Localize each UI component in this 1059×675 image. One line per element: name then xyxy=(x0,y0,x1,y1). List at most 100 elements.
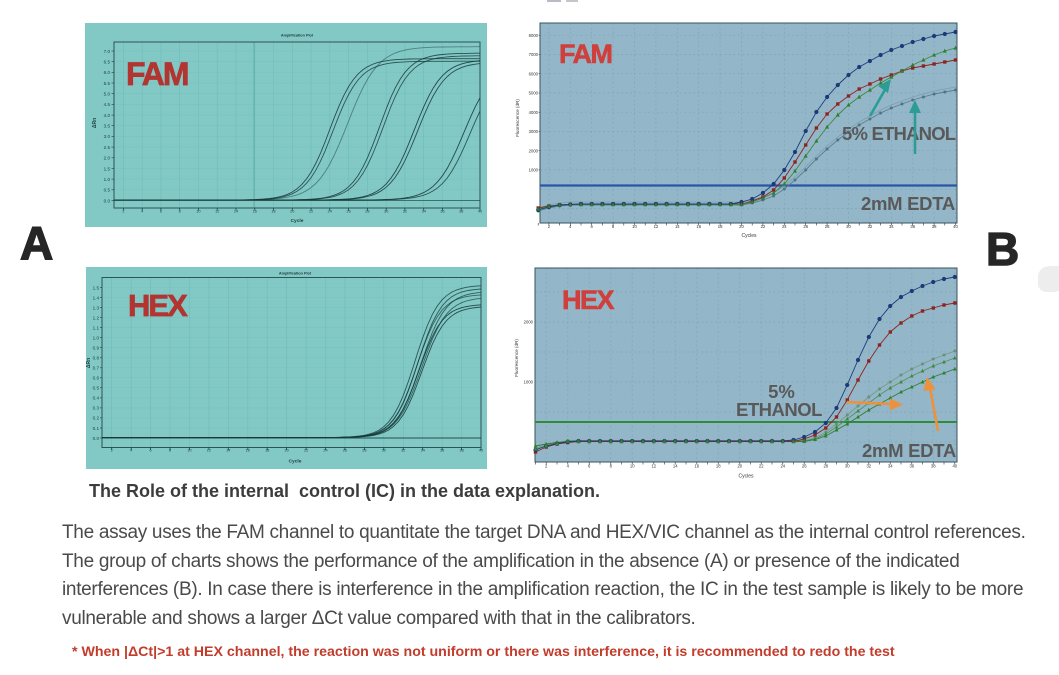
svg-text:26: 26 xyxy=(343,449,347,453)
svg-text:14: 14 xyxy=(226,449,230,453)
svg-text:2: 2 xyxy=(122,210,124,214)
svg-text:Cycles: Cycles xyxy=(738,474,754,480)
svg-text:6: 6 xyxy=(588,464,591,469)
svg-text:28: 28 xyxy=(365,210,369,214)
svg-text:Cycles: Cycles xyxy=(741,233,757,239)
svg-text:0.7: 0.7 xyxy=(93,366,100,371)
svg-text:12: 12 xyxy=(651,464,656,469)
svg-text:0.9: 0.9 xyxy=(93,346,100,351)
svg-text:2: 2 xyxy=(545,464,548,469)
svg-text:0.0: 0.0 xyxy=(104,198,111,203)
svg-text:30: 30 xyxy=(846,224,851,229)
svg-text:40: 40 xyxy=(479,449,483,453)
svg-text:38: 38 xyxy=(459,210,463,214)
svg-text:12: 12 xyxy=(215,210,219,214)
svg-text:34: 34 xyxy=(889,224,894,229)
svg-text:0.6: 0.6 xyxy=(93,376,100,381)
svg-text:36: 36 xyxy=(910,224,915,229)
svg-text:5.0: 5.0 xyxy=(104,92,111,97)
svg-text:5%: 5% xyxy=(768,381,795,402)
svg-text:36: 36 xyxy=(440,449,444,453)
svg-text:6.0: 6.0 xyxy=(104,70,111,75)
svg-text:16: 16 xyxy=(253,210,257,214)
svg-text:4: 4 xyxy=(569,224,572,229)
svg-text:14: 14 xyxy=(675,224,680,229)
svg-text:1.0: 1.0 xyxy=(93,336,100,341)
svg-text:0.5: 0.5 xyxy=(93,386,100,391)
svg-text:34: 34 xyxy=(422,210,426,214)
svg-text:6: 6 xyxy=(591,224,594,229)
svg-text:18: 18 xyxy=(265,449,269,453)
svg-text:10: 10 xyxy=(632,224,637,229)
svg-text:36: 36 xyxy=(909,464,914,469)
svg-text:5% ETHANOL: 5% ETHANOL xyxy=(842,123,956,144)
svg-text:8: 8 xyxy=(179,210,181,214)
svg-text:40: 40 xyxy=(953,224,958,229)
svg-text:7.0: 7.0 xyxy=(104,49,111,54)
svg-text:0.8: 0.8 xyxy=(93,356,100,361)
svg-text:6: 6 xyxy=(160,210,162,214)
svg-text:22: 22 xyxy=(759,464,764,469)
svg-text:32: 32 xyxy=(868,224,873,229)
svg-text:22: 22 xyxy=(304,449,308,453)
svg-text:20: 20 xyxy=(284,449,288,453)
svg-text:Cycle: Cycle xyxy=(291,218,304,224)
svg-text:16: 16 xyxy=(696,224,701,229)
svg-text:26: 26 xyxy=(346,210,350,214)
svg-text:4: 4 xyxy=(141,210,143,214)
svg-text:14: 14 xyxy=(234,210,238,214)
svg-text:6: 6 xyxy=(150,449,152,453)
svg-text:FAM: FAM xyxy=(126,56,188,92)
svg-text:34: 34 xyxy=(421,449,425,453)
svg-text:Amplification Plot: Amplification Plot xyxy=(281,34,314,38)
svg-text:1000: 1000 xyxy=(524,380,534,385)
svg-text:4: 4 xyxy=(567,464,570,469)
svg-text:HEX: HEX xyxy=(128,288,188,323)
svg-text:30: 30 xyxy=(382,449,386,453)
svg-text:5000: 5000 xyxy=(529,91,539,96)
svg-text:28: 28 xyxy=(823,464,828,469)
svg-text:22: 22 xyxy=(761,224,766,229)
svg-text:8: 8 xyxy=(169,449,171,453)
svg-text:30: 30 xyxy=(384,210,388,214)
svg-text:ΔRn: ΔRn xyxy=(92,118,98,128)
svg-text:34: 34 xyxy=(888,464,893,469)
svg-text:20: 20 xyxy=(290,210,294,214)
svg-text:1.1: 1.1 xyxy=(93,326,100,331)
svg-text:12: 12 xyxy=(654,224,659,229)
svg-text:24: 24 xyxy=(780,464,785,469)
svg-text:40: 40 xyxy=(952,464,957,469)
svg-text:38: 38 xyxy=(459,449,463,453)
svg-text:18: 18 xyxy=(718,224,723,229)
svg-text:20: 20 xyxy=(739,224,744,229)
svg-text:26: 26 xyxy=(803,224,808,229)
svg-text:38: 38 xyxy=(931,464,936,469)
svg-text:32: 32 xyxy=(401,449,405,453)
svg-text:24: 24 xyxy=(328,210,332,214)
svg-text:2mM EDTA: 2mM EDTA xyxy=(862,440,956,461)
svg-text:1000: 1000 xyxy=(529,168,539,173)
svg-text:22: 22 xyxy=(309,210,313,214)
svg-text:12: 12 xyxy=(207,449,211,453)
svg-text:2: 2 xyxy=(548,224,551,229)
svg-text:10: 10 xyxy=(630,464,635,469)
svg-text:3.0: 3.0 xyxy=(104,134,111,139)
svg-text:8: 8 xyxy=(610,464,613,469)
svg-text:0.0: 0.0 xyxy=(93,436,100,441)
svg-text:24: 24 xyxy=(323,449,327,453)
svg-text:3.5: 3.5 xyxy=(104,124,111,129)
svg-text:6000: 6000 xyxy=(529,71,539,76)
svg-text:2000: 2000 xyxy=(524,320,534,325)
svg-text:5.5: 5.5 xyxy=(104,81,111,86)
svg-text:2: 2 xyxy=(111,449,113,453)
svg-text:1.2: 1.2 xyxy=(93,315,100,320)
svg-text:2mM EDTA: 2mM EDTA xyxy=(861,193,955,214)
svg-text:HEX: HEX xyxy=(562,285,615,315)
svg-text:2.5: 2.5 xyxy=(104,145,111,150)
svg-text:40: 40 xyxy=(478,210,482,214)
svg-text:8: 8 xyxy=(612,224,615,229)
svg-text:FAM: FAM xyxy=(559,39,612,69)
svg-text:1.3: 1.3 xyxy=(93,305,100,310)
svg-text:30: 30 xyxy=(845,464,850,469)
svg-text:38: 38 xyxy=(932,224,937,229)
